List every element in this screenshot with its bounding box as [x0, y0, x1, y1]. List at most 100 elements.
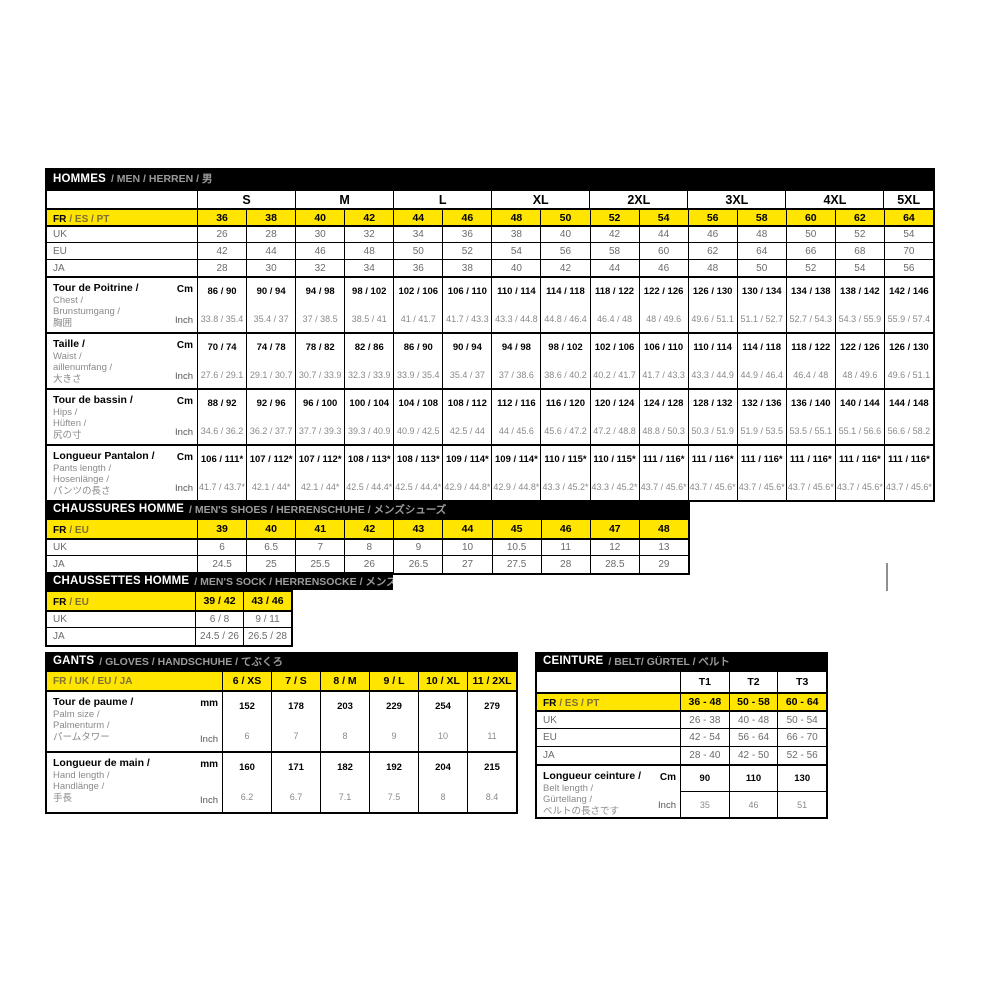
- pants-inch-cell: 42.1 / 44*: [246, 473, 295, 500]
- waist-cm-cell: 110 / 114: [687, 334, 737, 361]
- ja-size-cell: 44: [589, 260, 639, 276]
- hand-inch-cell: 6.7: [271, 782, 320, 812]
- men-table: S M L XL 2XL 3XL 4XL 5XL FR / ES / PT 36 3…: [45, 189, 935, 502]
- waist-inch-cell: 48 / 49.6: [834, 361, 884, 388]
- chest-inch-cell: 52.7 / 54.3: [785, 305, 835, 332]
- fr-size-cell: 62: [834, 210, 884, 225]
- waist-cm-cell: 82 / 86: [344, 334, 393, 361]
- stray-scroll-mark: [886, 563, 888, 591]
- measure-name-ja: パームタワー: [53, 731, 110, 743]
- socks-ja-label: JA: [53, 630, 65, 642]
- shoes-fr-cell: 40: [246, 520, 295, 538]
- socks-subtitle: / MEN'S SOCK / HERRENSOCKE / メンズソックス: [194, 575, 393, 588]
- shoes-fr-cell: 42: [344, 520, 393, 538]
- pants-cm-cell: 111 / 116*: [834, 446, 884, 473]
- waist-cm-cell: 102 / 106: [589, 334, 639, 361]
- eu-size-cell: 62: [687, 243, 737, 259]
- hips-measure-row: Tour de bassin / Hips / Hüften / 尻の寸 Cm …: [47, 388, 933, 444]
- waist-values: 70 / 74 74 / 78 78 / 82 82 / 86 86 / 90 90 / …: [197, 334, 933, 388]
- fr-size-cell: 56: [687, 210, 737, 225]
- gloves-title: GANTS: [53, 655, 95, 667]
- belt-inch-cell: 51: [777, 792, 826, 817]
- unit-labels: Cm Inch: [175, 396, 193, 438]
- belt-eu-row: EU 42 - 54 56 - 64 66 - 70: [537, 728, 826, 746]
- eu-size-cell: 46: [295, 243, 344, 259]
- pants-inch-cell: 42.9 / 44.8*: [442, 473, 491, 500]
- shoes-uk-cell: 8: [344, 539, 393, 555]
- shoes-ja-cell: 27.5: [491, 556, 541, 573]
- palm-inch-cell: 9: [369, 721, 418, 751]
- fr-size-cell: 64: [883, 210, 933, 225]
- shoes-fr-row: FR / EU 39 40 41 42 43 44 45 46 47 48: [47, 520, 688, 538]
- pants-inch-cell: 42.5 / 44.4*: [344, 473, 393, 500]
- measure-name-ja: 尻の寸: [53, 429, 82, 441]
- shoes-uk-cell: 10.5: [491, 539, 541, 555]
- fr-size-cell: 44: [393, 210, 442, 225]
- waist-inch-cell: 30.7 / 33.9: [295, 361, 344, 388]
- belt-fr-row: FR / ES / PT 36 - 48 50 - 58 60 - 64: [537, 692, 826, 710]
- belt-table: T1 T2 T3 FR / ES / PT 36 - 48 50 - 58 60 - 64…: [535, 670, 828, 819]
- hand-inch-cell: 8.4: [467, 782, 516, 812]
- socks-uk-cell: 9 / 11: [243, 611, 291, 627]
- hips-inch-cell: 36.2 / 37.7: [246, 417, 295, 444]
- pants-inch-cell: 43.7 / 45.6*: [883, 473, 933, 500]
- uk-size-cell: 42: [589, 227, 639, 242]
- chest-inch-cell: 37 / 38.5: [295, 305, 344, 332]
- eu-size-cell: 56: [540, 243, 589, 259]
- fr-label-rest: / EU: [69, 524, 89, 536]
- chest-inch-cell: 54.3 / 55.9: [834, 305, 884, 332]
- pants-cm-cell: 110 / 115*: [589, 446, 639, 473]
- fr-size-row: FR / ES / PT 36 38 40 42 44 46 48 50 52 54 56 58 60 62…: [47, 208, 933, 225]
- belt-uk-label: UK: [543, 714, 557, 726]
- size-group-m: M: [295, 191, 393, 208]
- belt-title: CEINTURE: [543, 655, 604, 667]
- waist-inch-cell: 37 / 38.6: [491, 361, 540, 388]
- measure-name-fr: Tour de Poitrine /: [53, 282, 139, 294]
- fr-size-cell: 42: [344, 210, 393, 225]
- fr-label-main: FR: [53, 524, 67, 536]
- hips-inch-cell: 56.6 / 58.2: [883, 417, 933, 444]
- palm-mm-cell: 152: [222, 692, 271, 722]
- measure-name-fr: Longueur ceinture /: [543, 770, 642, 782]
- fr-row-label: FR / ES / PT: [47, 210, 197, 225]
- pants-label-cell: Longueur Pantalon / Pants length / Hosen…: [47, 446, 197, 500]
- unit-inch: Inch: [200, 795, 218, 806]
- chest-cm-cell: 110 / 114: [491, 278, 540, 305]
- shoes-uk-cell: 11: [540, 539, 590, 555]
- gloves-size-cell: 11 / 2XL: [467, 672, 516, 690]
- pants-cm-cell: 106 / 111*: [197, 446, 246, 473]
- pants-cm-cell: 111 / 116*: [687, 446, 737, 473]
- measure-name-en: Belt length /: [543, 782, 594, 794]
- palm-values: 152 178 203 229 254 279 6 7 8 9 10 11: [222, 692, 516, 751]
- hips-inch-cell: 48.8 / 50.3: [638, 417, 688, 444]
- size-group-xl: XL: [491, 191, 589, 208]
- socks-uk-label: UK: [53, 613, 67, 625]
- shoes-ja-cell: 29: [638, 556, 688, 573]
- belt-cm-cell: 90: [680, 766, 729, 791]
- unit-labels: Cm Inch: [175, 340, 193, 382]
- fr-size-cell: 48: [491, 210, 540, 225]
- belt-size-header-cell: T3: [777, 672, 826, 692]
- chest-inch-cell: 33.8 / 35.4: [197, 305, 246, 332]
- palm-mm-cell: 279: [467, 692, 516, 722]
- ja-size-cell: 54: [834, 260, 884, 276]
- chest-cm-cell: 130 / 134: [736, 278, 786, 305]
- chest-cm-cell: 126 / 130: [687, 278, 737, 305]
- hips-label-cell: Tour de bassin / Hips / Hüften / 尻の寸 Cm …: [47, 390, 197, 444]
- chest-cm-cell: 138 / 142: [834, 278, 884, 305]
- ja-size-cell: 52: [785, 260, 835, 276]
- pants-inch-cell: 42.1 / 44*: [295, 473, 344, 500]
- hand-mm-cell: 182: [320, 753, 369, 783]
- pants-cm-cell: 111 / 116*: [736, 446, 786, 473]
- ja-size-cell: 56: [883, 260, 933, 276]
- eu-size-cell: 68: [834, 243, 884, 259]
- measure-name-ja: ベルトの長さです: [543, 805, 620, 817]
- hips-inch-cell: 55.1 / 56.6: [834, 417, 884, 444]
- waist-inch-cell: 27.6 / 29.1: [197, 361, 246, 388]
- belt-eu-values: 42 - 54 56 - 64 66 - 70: [680, 729, 826, 746]
- shoes-ja-cell: 25: [246, 556, 295, 573]
- size-group-5xl: 5XL: [883, 191, 933, 208]
- pants-inch-cell: 43.7 / 45.6*: [638, 473, 688, 500]
- uk-size-cell: 44: [638, 227, 688, 242]
- pants-inch-cell: 43.7 / 45.6*: [834, 473, 884, 500]
